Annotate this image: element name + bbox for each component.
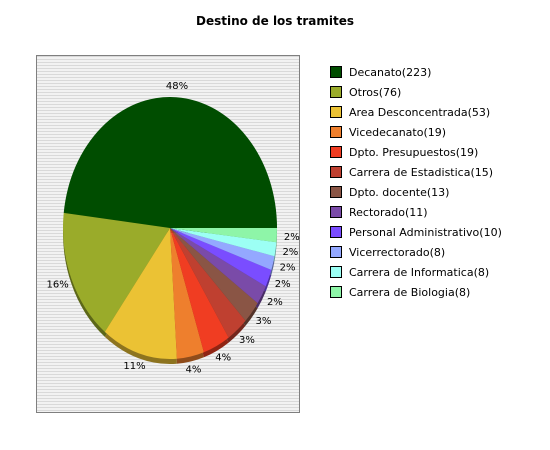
pie-slice-5 — [170, 228, 246, 338]
legend-swatch — [330, 266, 342, 278]
pie-slice-9 — [170, 228, 275, 270]
pie-slice-2 — [104, 228, 177, 359]
legend-item-8: Personal Administrativo(10) — [330, 222, 502, 242]
legend-item-10: Carrera de Informatica(8) — [330, 262, 502, 282]
pie-slice-0 — [63, 97, 278, 228]
legend-item-11: Carrera de Biologia(8) — [330, 282, 502, 302]
legend-swatch — [330, 206, 342, 218]
pie-percent-label-0: 48% — [166, 81, 188, 92]
legend-item-3: Vicedecanato(19) — [330, 122, 502, 142]
pie-percent-label-11: 2% — [284, 232, 300, 243]
legend-swatch — [330, 146, 342, 158]
legend-swatch — [330, 186, 342, 198]
legend-item-2: Area Desconcentrada(53) — [330, 102, 502, 122]
pie-percent-label-1: 16% — [47, 280, 69, 291]
pie-slice-10 — [170, 228, 277, 257]
legend-swatch — [330, 166, 342, 178]
legend-item-1: Otros(76) — [330, 82, 502, 102]
chart-title: Destino de los tramites — [195, 14, 355, 28]
legend-swatch — [330, 86, 342, 98]
legend-label: Dpto. docente(13) — [349, 185, 450, 199]
pie-percent-label-3: 4% — [186, 364, 202, 375]
legend-swatch — [330, 106, 342, 118]
legend-label: Dpto. Presupuestos(19) — [349, 145, 479, 159]
legend-item-9: Vicerrectorado(8) — [330, 242, 502, 262]
legend-label: Rectorado(11) — [349, 205, 428, 219]
legend-item-4: Dpto. Presupuestos(19) — [330, 142, 502, 162]
pie-percent-label-4: 4% — [215, 353, 231, 364]
legend-label: Carrera de Biologia(8) — [349, 285, 471, 299]
legend-item-7: Rectorado(11) — [330, 202, 502, 222]
pie-slice-6 — [170, 228, 258, 321]
legend-swatch — [330, 246, 342, 258]
pie-slice-1 — [63, 212, 171, 332]
legend-label: Carrera de Estadistica(15) — [349, 165, 494, 179]
legend-item-6: Dpto. docente(13) — [330, 182, 502, 202]
legend-label: Otros(76) — [349, 85, 402, 99]
legend-label: Vicedecanato(19) — [349, 125, 447, 139]
pie-percent-label-9: 2% — [280, 262, 296, 273]
pie-percent-label-2: 11% — [123, 361, 145, 372]
legend-label: Vicerrectorado(8) — [349, 245, 446, 259]
pie-slice-11 — [170, 228, 277, 243]
legend-label: Carrera de Informatica(8) — [349, 265, 490, 279]
legend-swatch — [330, 66, 342, 78]
pie-slice-3 — [170, 228, 204, 359]
legend-label: Area Desconcentrada(53) — [349, 105, 491, 119]
pie-percent-label-10: 2% — [282, 247, 298, 258]
pie-percent-label-5: 3% — [239, 335, 255, 346]
legend-swatch — [330, 126, 342, 138]
legend-item-5: Carrera de Estadistica(15) — [330, 162, 502, 182]
legend: Decanato(223) Otros(76) Area Desconcentrad… — [330, 62, 502, 302]
pie-percent-label-7: 2% — [267, 297, 283, 308]
pie-slice-4 — [170, 228, 229, 353]
pie-percent-label-6: 3% — [255, 316, 271, 327]
legend-item-0: Decanato(223) — [330, 62, 502, 82]
pie-percent-label-8: 2% — [275, 279, 291, 290]
legend-label: Personal Administrativo(10) — [349, 225, 502, 239]
pie-slice-7 — [170, 228, 266, 304]
legend-label: Decanato(223) — [349, 65, 432, 79]
pie-slice-8 — [170, 228, 272, 287]
legend-swatch — [330, 226, 342, 238]
legend-swatch — [330, 286, 342, 298]
